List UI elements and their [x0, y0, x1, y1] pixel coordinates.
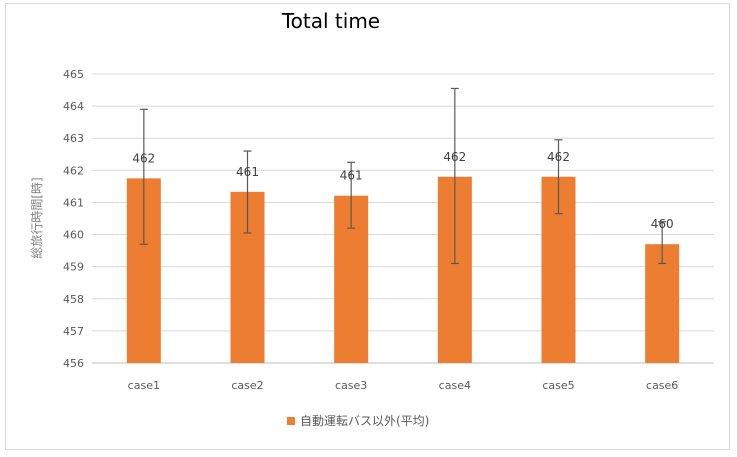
data-label: 461	[340, 169, 363, 183]
error-bars	[139, 87, 667, 265]
gridlines	[92, 73, 714, 364]
y-tick-label: 462	[63, 164, 84, 177]
x-tick-label: case3	[335, 379, 367, 392]
y-axis-ticks: 456 457 458 459 460 461 462 463 464 465	[63, 68, 84, 370]
data-label: 460	[651, 217, 674, 231]
data-label: 462	[547, 150, 570, 164]
y-tick-label: 463	[63, 132, 84, 145]
data-labels: 462 461 461 462 462 460	[132, 150, 673, 231]
y-tick-label: 459	[63, 261, 84, 274]
x-tick-label: case6	[646, 379, 678, 392]
y-tick-label: 464	[63, 100, 84, 113]
x-tick-label: case2	[231, 379, 263, 392]
x-axis-ticks: case1 case2 case3 case4 case5 case6	[128, 379, 679, 392]
y-tick-label: 460	[63, 229, 84, 242]
x-tick-label: case4	[439, 379, 471, 392]
y-tick-label: 458	[63, 293, 84, 306]
bars	[126, 176, 680, 363]
legend: 自動運転バス以外(平均)	[287, 414, 429, 428]
y-tick-label: 456	[63, 357, 84, 370]
x-tick-label: case1	[128, 379, 160, 392]
data-label: 461	[236, 165, 259, 179]
y-tick-label: 465	[63, 68, 84, 81]
legend-swatch	[287, 417, 295, 425]
y-tick-label: 457	[63, 325, 84, 338]
data-label: 462	[443, 150, 466, 164]
y-axis-label: 総旅行時間[時]	[30, 177, 44, 258]
x-tick-label: case5	[542, 379, 574, 392]
data-label: 462	[132, 151, 155, 165]
chart-title: Total time	[281, 9, 380, 33]
y-tick-label: 461	[63, 196, 84, 209]
legend-label: 自動運転バス以外(平均)	[300, 414, 429, 428]
